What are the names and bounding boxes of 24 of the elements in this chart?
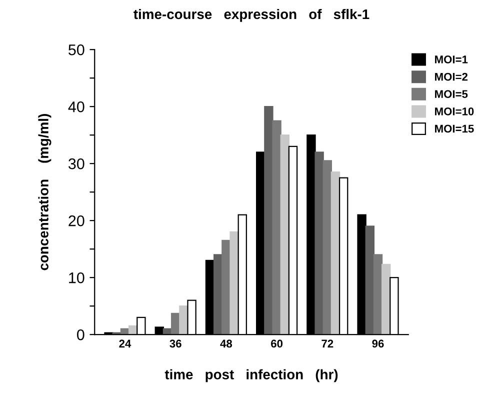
x-tick-label: 36 xyxy=(170,340,182,348)
y-tick-label: 0 xyxy=(77,329,84,340)
x-tick-label: 48 xyxy=(220,340,232,348)
y-tick-label: 10 xyxy=(69,272,84,284)
y-tick-label: 50 xyxy=(68,44,84,56)
x-tick-label: 72 xyxy=(322,340,334,348)
legend-label: MOI=15 xyxy=(435,124,474,133)
bar xyxy=(314,152,324,335)
legend-label: MOI=5 xyxy=(435,90,468,98)
legend-label: MOI=1 xyxy=(435,56,468,64)
bar xyxy=(365,226,375,335)
x-axis-title: time post infection (hr) xyxy=(164,369,338,382)
legend-label: MOI=2 xyxy=(435,72,468,81)
x-tick-label: 60 xyxy=(271,340,283,348)
x-tick-label: 96 xyxy=(372,340,384,348)
y-tick-label: 40 xyxy=(68,101,84,112)
y-tick-label: 30 xyxy=(68,158,84,170)
y-tick-label: 20 xyxy=(68,215,84,226)
legend-label: MOI=10 xyxy=(435,107,474,116)
y-axis-title: concentration (mg/ml) xyxy=(38,114,52,270)
x-tick-label: 24 xyxy=(119,340,132,348)
chart-title: time-course expression of sflk-1 xyxy=(134,8,370,22)
bar xyxy=(230,231,239,335)
bar xyxy=(272,120,282,335)
